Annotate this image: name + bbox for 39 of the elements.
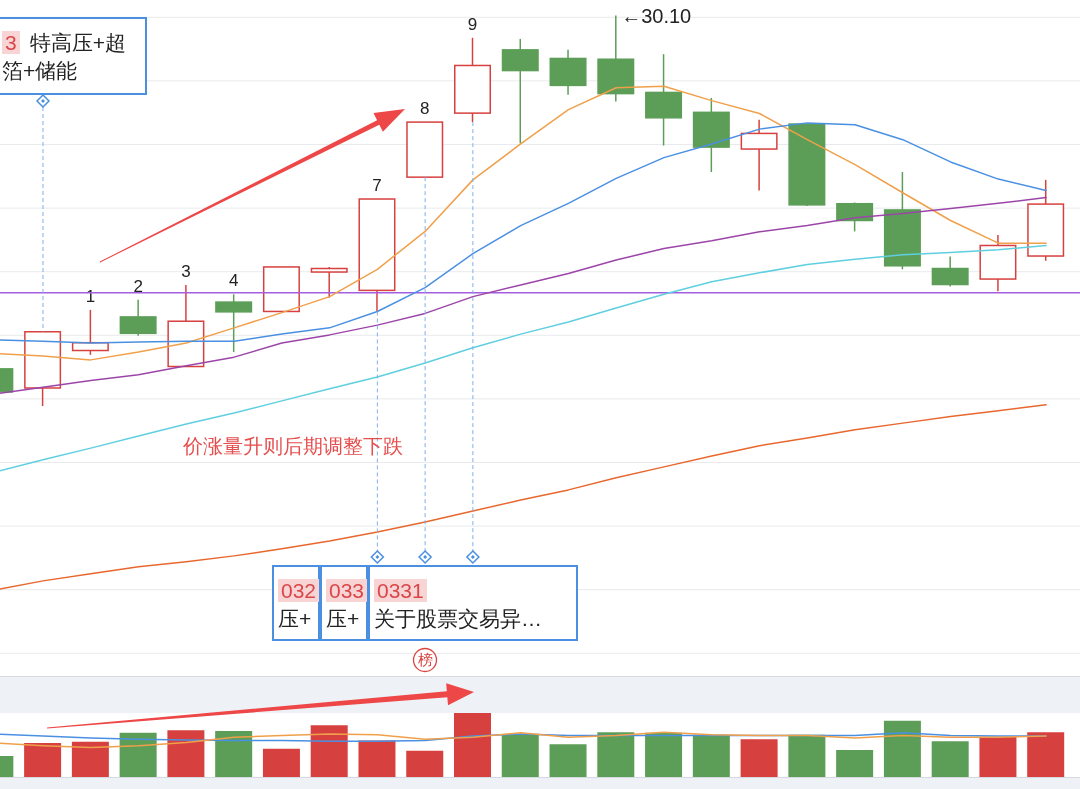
text: 4 [228, 271, 239, 291]
bar [71, 741, 109, 777]
bar [549, 744, 587, 777]
bar [692, 734, 730, 777]
callout: 0331 关于股票交易异… [368, 565, 578, 641]
text: 8 [420, 99, 430, 119]
annotation: ←30.10 [621, 4, 692, 27]
bar [836, 750, 874, 777]
callout: 033 压+ [320, 565, 368, 641]
bar [406, 750, 444, 777]
bar [883, 720, 921, 777]
callout: 032 压+ [272, 565, 320, 641]
bar [597, 732, 635, 777]
text: 2 [133, 276, 143, 296]
text: 价涨量升则后期调整下跌 [183, 435, 403, 457]
bar [979, 736, 1017, 777]
bar [1027, 732, 1065, 777]
candlestick [310, 266, 348, 299]
candlestick [215, 293, 253, 353]
text: 9 [467, 14, 478, 34]
bar [645, 732, 683, 777]
bar [167, 730, 205, 777]
annotation: 箔+储能 [2, 59, 78, 82]
bar [24, 743, 62, 777]
bar [310, 725, 348, 777]
annotation: 3 [181, 261, 191, 281]
bar [788, 734, 826, 777]
callout: 3 特高压+超 箔+储能 [0, 17, 147, 95]
bar [262, 748, 300, 777]
bar [454, 713, 491, 777]
bar [931, 741, 969, 777]
bar [358, 740, 396, 777]
bar [501, 734, 539, 777]
bar [215, 730, 253, 777]
text: 榜 [417, 651, 433, 668]
bar [119, 732, 157, 777]
annotation: 特高压+超 [29, 31, 126, 54]
text: 7 [372, 176, 382, 196]
bar [740, 739, 778, 777]
